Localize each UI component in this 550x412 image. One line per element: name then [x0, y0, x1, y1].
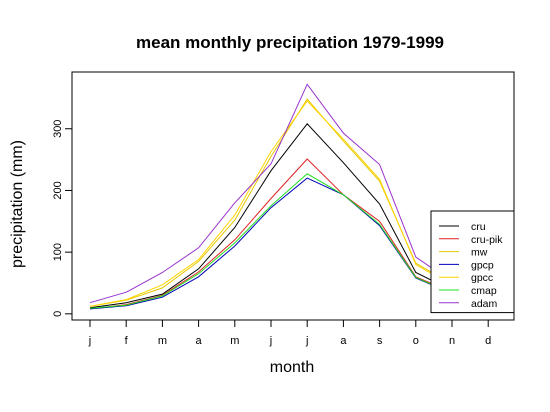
x-tick-label: a [196, 335, 203, 347]
y-tick-label: 0 [52, 311, 64, 317]
y-tick-label: 300 [52, 120, 64, 138]
legend-box [430, 210, 515, 314]
legend-label-cru: cru [471, 221, 486, 233]
legend-label-adam: adam [471, 298, 498, 310]
y-tick-label: 100 [52, 243, 64, 261]
legend-label-gpcp: gpcp [471, 259, 494, 271]
x-tick-label: f [125, 335, 129, 347]
y-axis-label: precipitation (mm) [9, 140, 26, 268]
y-tick-label: 200 [52, 181, 64, 199]
x-tick-label: j [88, 335, 91, 347]
legend-label-cru-pik: cru-pik [471, 234, 503, 246]
legend-label-cmap: cmap [471, 285, 497, 297]
series-line-adam [89, 83, 489, 304]
series-lines [89, 83, 489, 310]
series-line-cru [89, 123, 489, 309]
x-tick-label: s [377, 335, 383, 347]
series-line-cru-pik [89, 158, 489, 310]
x-tick-label: d [485, 335, 491, 347]
x-tick-label: n [449, 335, 455, 347]
x-tick-label: j [305, 335, 308, 347]
legend-label-gpcc: gpcc [471, 272, 493, 284]
x-tick-label: o [413, 335, 419, 347]
x-tick-label: a [340, 335, 347, 347]
y-axis: 0 100 200 300 [52, 120, 72, 317]
x-tick-label: j [269, 335, 272, 347]
series-line-mw [89, 98, 489, 307]
x-axis-label: month [270, 359, 314, 376]
series-line-gpcc [89, 100, 489, 307]
legend-label-mw: mw [471, 247, 488, 259]
series-line-cmap [89, 173, 489, 309]
plot-frame [71, 71, 515, 321]
x-tick-label: m [158, 335, 167, 347]
x-tick-label: m [230, 335, 239, 347]
chart-title: mean monthly precipitation 1979-1999 [136, 33, 444, 52]
